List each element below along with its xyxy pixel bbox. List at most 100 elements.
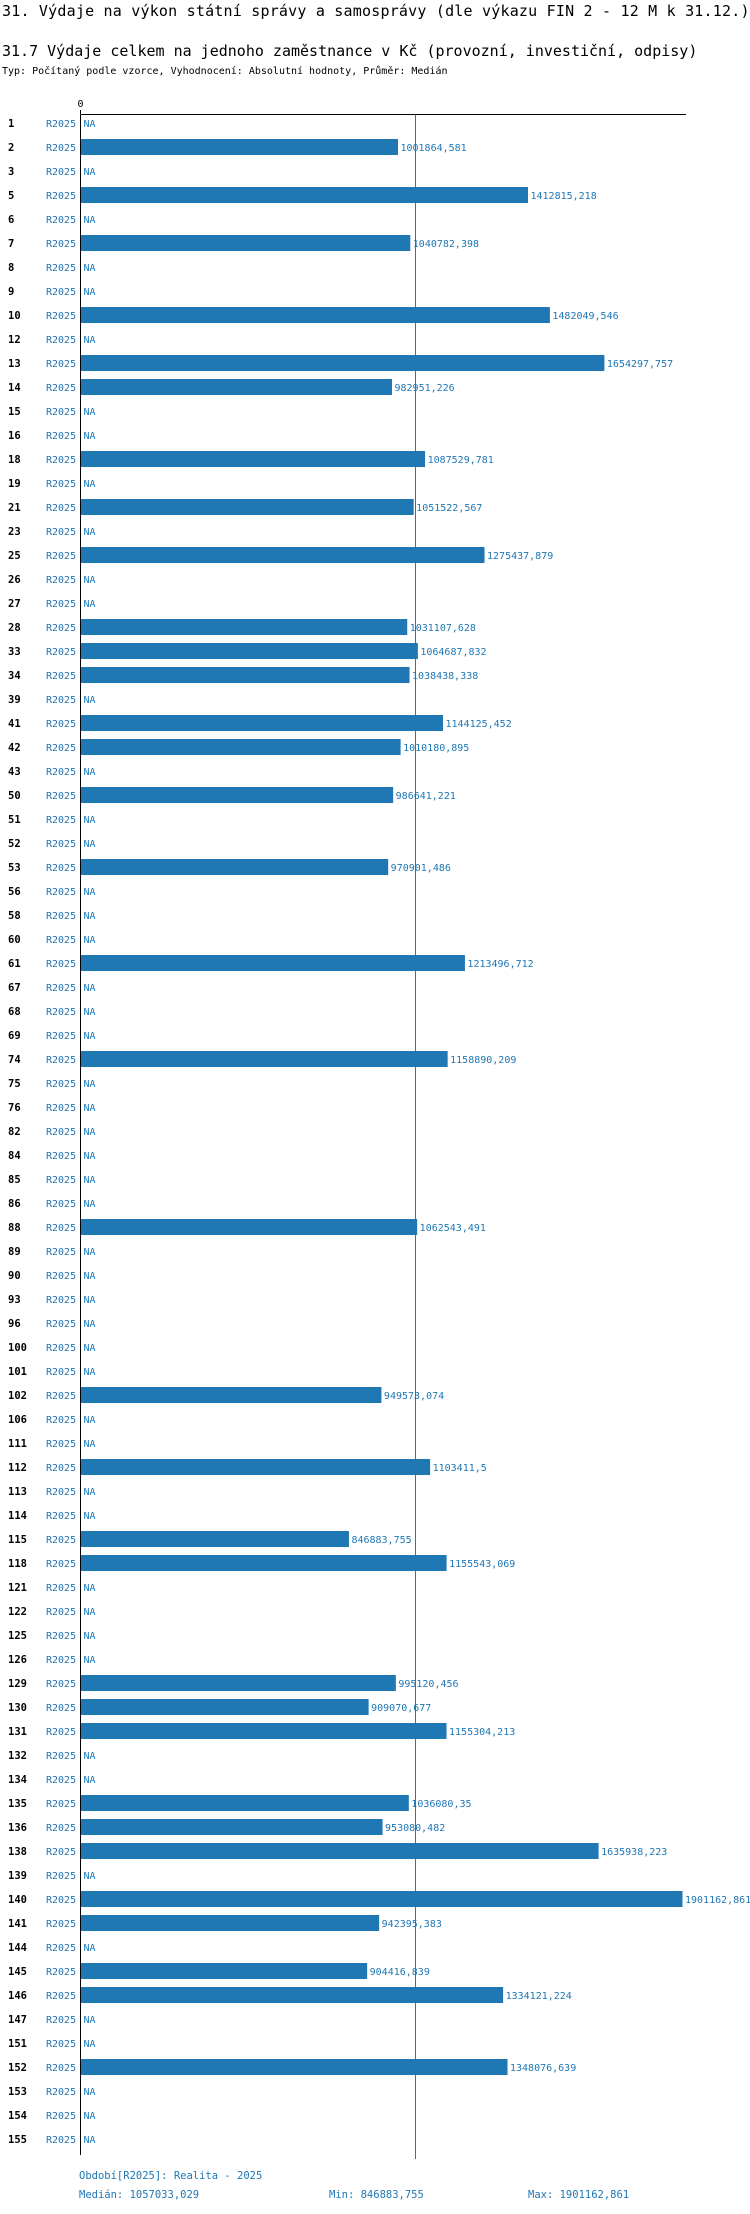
row-series-label: R2025 — [46, 383, 76, 394]
row-na-label: NA — [84, 1751, 96, 1762]
row-na-label: NA — [84, 479, 96, 490]
row-series-label: R2025 — [46, 1367, 76, 1378]
footer-min: Min: 846883,755 — [329, 2189, 424, 2201]
row-id-label: 1 — [8, 118, 14, 130]
row-id-label: 43 — [8, 766, 21, 778]
row-series-label: R2025 — [46, 647, 76, 658]
row-id-label: 27 — [8, 598, 21, 610]
row-series-label: R2025 — [46, 1559, 76, 1570]
row-id-label: 68 — [8, 1006, 21, 1018]
bar-value-label: 995120,456 — [398, 1679, 458, 1690]
footer-median: Medián: 1057033,029 — [79, 2189, 200, 2201]
row-id-label: 18 — [8, 454, 21, 466]
row-id-label: 56 — [8, 886, 21, 898]
footer-max: Max: 1901162,861 — [528, 2189, 630, 2201]
row-na-label: NA — [84, 935, 96, 946]
bar — [81, 1459, 431, 1475]
bar — [81, 355, 605, 371]
row-id-label: 139 — [8, 1870, 27, 1882]
bar — [81, 1531, 349, 1547]
row-na-label: NA — [84, 2039, 96, 2050]
row-series-label: R2025 — [46, 479, 76, 490]
row-id-label: 41 — [8, 718, 21, 730]
bar — [81, 667, 410, 683]
bar-value-label: 1087529,781 — [428, 455, 494, 466]
row-na-label: NA — [84, 767, 96, 778]
row-id-label: 90 — [8, 1270, 21, 1282]
row-series-label: R2025 — [46, 695, 76, 706]
row-id-label: 5 — [8, 190, 14, 202]
row-series-label: R2025 — [46, 983, 76, 994]
bar — [81, 1555, 447, 1571]
bar-value-label: 1051522,567 — [416, 503, 482, 514]
bar-value-label: 986641,221 — [396, 791, 456, 802]
bar — [81, 619, 408, 635]
bar-value-label: 1901162,861 — [685, 1895, 750, 1906]
bar — [81, 235, 411, 251]
row-series-label: R2025 — [46, 743, 76, 754]
row-series-label: R2025 — [46, 1583, 76, 1594]
row-series-label: R2025 — [46, 1727, 76, 1738]
row-series-label: R2025 — [46, 1415, 76, 1426]
bar-value-label: 1064687,832 — [420, 647, 486, 658]
row-na-label: NA — [84, 1871, 96, 1882]
row-na-label: NA — [84, 983, 96, 994]
bar — [81, 1723, 447, 1739]
row-id-label: 52 — [8, 838, 21, 850]
row-na-label: NA — [84, 1007, 96, 1018]
row-id-label: 34 — [8, 670, 21, 682]
chart-title: 31.7 Výdaje celkem na jednoho zaměstnanc… — [2, 42, 698, 60]
row-series-label: R2025 — [46, 1511, 76, 1522]
bar — [81, 499, 414, 515]
row-na-label: NA — [84, 1151, 96, 1162]
row-series-label: R2025 — [46, 1055, 76, 1066]
bar — [81, 2059, 508, 2075]
row-series-label: R2025 — [46, 503, 76, 514]
bar-value-label: 1040782,398 — [413, 239, 479, 250]
row-series-label: R2025 — [46, 1799, 76, 1810]
row-id-label: 138 — [8, 1846, 27, 1858]
row-series-label: R2025 — [46, 431, 76, 442]
row-id-label: 129 — [8, 1678, 27, 1690]
row-series-label: R2025 — [46, 1319, 76, 1330]
row-id-label: 101 — [8, 1366, 27, 1378]
row-series-label: R2025 — [46, 455, 76, 466]
bar — [81, 1219, 418, 1235]
row-series-label: R2025 — [46, 959, 76, 970]
bar-value-label: 1275437,879 — [487, 551, 553, 562]
row-id-label: 88 — [8, 1222, 21, 1234]
row-id-label: 60 — [8, 934, 21, 946]
bar-value-label: 1062543,491 — [420, 1223, 486, 1234]
row-na-label: NA — [84, 1319, 96, 1330]
bar-value-label: 1103411,5 — [433, 1463, 487, 1474]
row-series-label: R2025 — [46, 263, 76, 274]
bar — [81, 1795, 409, 1811]
row-na-label: NA — [84, 1343, 96, 1354]
bar-value-label: 970901,486 — [391, 863, 451, 874]
row-id-label: 21 — [8, 502, 21, 514]
row-id-label: 118 — [8, 1558, 27, 1570]
row-id-label: 15 — [8, 406, 21, 418]
row-id-label: 19 — [8, 478, 21, 490]
bar — [81, 1963, 368, 1979]
row-id-label: 100 — [8, 1342, 27, 1354]
row-series-label: R2025 — [46, 2135, 76, 2146]
row-series-label: R2025 — [46, 2015, 76, 2026]
row-id-label: 114 — [8, 1510, 27, 1522]
bar — [81, 1891, 683, 1907]
row-id-label: 9 — [8, 286, 14, 298]
row-na-label: NA — [84, 575, 96, 586]
row-na-label: NA — [84, 1103, 96, 1114]
row-na-label: NA — [84, 263, 96, 274]
row-series-label: R2025 — [46, 2111, 76, 2122]
row-id-label: 89 — [8, 1246, 21, 1258]
row-na-label: NA — [84, 167, 96, 178]
row-id-label: 7 — [8, 238, 14, 250]
row-series-label: R2025 — [46, 791, 76, 802]
row-series-label: R2025 — [46, 551, 76, 562]
row-series-label: R2025 — [46, 1247, 76, 1258]
row-series-label: R2025 — [46, 1271, 76, 1282]
row-na-label: NA — [84, 431, 96, 442]
row-na-label: NA — [84, 1511, 96, 1522]
row-series-label: R2025 — [46, 287, 76, 298]
